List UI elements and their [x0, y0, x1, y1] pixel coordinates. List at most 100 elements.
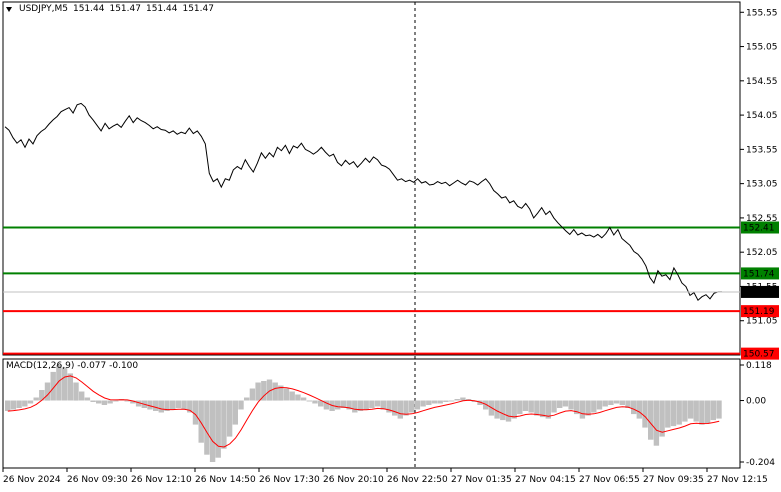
macd-histogram-bar — [289, 391, 295, 401]
macd-histogram-bar — [414, 400, 421, 410]
macd-histogram-bar — [175, 400, 182, 408]
macd-histogram-bar — [226, 400, 233, 437]
price-line — [4, 102, 722, 301]
macd-histogram-bar — [477, 400, 483, 405]
macd-histogram-bar — [369, 400, 375, 408]
macd-histogram-bar — [209, 400, 216, 462]
macd-histogram-bar — [181, 400, 187, 410]
macd-histogram-bar — [79, 391, 85, 401]
macd-histogram-bar — [409, 400, 415, 413]
time-axis-label: 26 Nov 22:50 — [387, 475, 448, 485]
macd-histogram-bar — [437, 400, 443, 404]
macd-histogram-bar — [244, 397, 250, 401]
macd-histogram-bar — [101, 400, 108, 405]
macd-histogram-bar — [682, 400, 688, 422]
macd-histogram-bar — [113, 400, 119, 402]
macd-histogram-bar — [585, 400, 591, 416]
time-axis-label: 26 Nov 14:50 — [195, 475, 256, 485]
macd-histogram-bar — [164, 400, 170, 411]
macd-histogram-bar — [215, 400, 221, 458]
macd-histogram-bar — [431, 400, 438, 404]
price-axis-label: 152.55 — [746, 214, 778, 224]
macd-histogram-bar — [460, 397, 466, 401]
macd-histogram-bar — [693, 400, 699, 422]
close-price: 151.47 — [182, 4, 214, 14]
macd-histogram-bar — [653, 400, 660, 446]
macd-histogram-bar — [306, 400, 312, 402]
time-axis-label: 27 Nov 04:15 — [515, 475, 576, 485]
macd-histogram-bar — [636, 400, 642, 419]
macd-histogram-bar — [687, 400, 694, 419]
macd-histogram-bar — [16, 400, 22, 408]
macd-histogram-bar — [562, 400, 569, 407]
macd-histogram-bar — [494, 400, 500, 419]
macd-histogram-bar — [96, 400, 102, 404]
macd-info-bar: MACD(12,26,9) -0.077 -0.100 — [6, 361, 138, 371]
high-price: 151.47 — [109, 4, 141, 14]
macd-histogram-bar — [619, 400, 625, 405]
macd-histogram-bar — [312, 400, 318, 404]
price-axis-label: 154.55 — [746, 77, 778, 87]
macd-histogram-bar — [56, 365, 62, 401]
macd-histogram-bar — [500, 400, 506, 421]
macd-histogram-bar — [73, 382, 79, 401]
price-axis-label: 155.05 — [746, 43, 778, 53]
macd-histogram-bar — [534, 400, 540, 416]
price-axis-label: 153.05 — [746, 180, 778, 190]
macd-histogram-bar — [539, 400, 546, 418]
level-tag-label: 151.74 — [743, 269, 775, 279]
macd-histogram-bar — [528, 400, 534, 413]
main-chart-frame — [2, 1, 741, 356]
macd-histogram-bar — [363, 400, 369, 410]
macd-histogram-bar — [545, 400, 551, 419]
macd-histogram-bar — [158, 400, 164, 413]
macd-histogram-bar — [90, 400, 96, 402]
macd-histogram-bar — [249, 388, 256, 401]
macd-histogram-bar — [340, 400, 347, 408]
macd-histogram-bar — [568, 400, 574, 410]
macd-histogram-bar — [261, 381, 267, 401]
macd-histogram-bar — [642, 400, 648, 428]
macd-histogram-bar — [300, 397, 307, 401]
level-tag-label: 152.41 — [743, 224, 775, 234]
macd-histogram-bar — [392, 400, 398, 416]
macd-histogram-bar — [153, 400, 159, 411]
macd-signal-line — [7, 375, 720, 448]
macd-axis-label: 0.00 — [746, 397, 766, 407]
macd-histogram-bar — [44, 382, 51, 401]
macd-name: MACD(12,26,9) — [6, 361, 75, 371]
macd-histogram-bar — [420, 400, 426, 407]
macd-histogram-bar — [602, 400, 608, 407]
level-tag — [741, 305, 779, 318]
macd-histogram-bar — [232, 400, 238, 425]
time-axis-label: 26 Nov 17:30 — [259, 475, 320, 485]
time-axis-label: 26 Nov 20:10 — [323, 475, 384, 485]
macd-histogram-bar — [5, 400, 11, 411]
macd-histogram-bar — [443, 400, 449, 402]
macd-histogram-bar — [505, 400, 512, 422]
price-axis-label: 153.55 — [746, 145, 778, 155]
level-tag — [741, 267, 779, 280]
caret-down-icon[interactable] — [6, 6, 12, 12]
macd-histogram-bar — [187, 400, 193, 413]
macd-histogram-bar — [221, 400, 227, 449]
macd-histogram-bar — [10, 400, 17, 410]
macd-histogram-bar — [613, 400, 620, 404]
macd-histogram-bar — [596, 400, 603, 410]
macd-main-value: -0.077 — [77, 361, 107, 371]
macd-histogram-bar — [380, 400, 386, 410]
macd-histogram-bar — [61, 367, 68, 401]
macd-histogram-bar — [448, 400, 455, 402]
macd-histogram-bar — [272, 382, 278, 401]
macd-histogram-bar — [648, 400, 654, 440]
current-price-label: 151.47 — [743, 288, 775, 298]
macd-histogram-bar — [579, 400, 586, 419]
macd-histogram-bar — [397, 400, 403, 419]
macd-histogram-bar — [124, 400, 130, 402]
macd-histogram-bar — [192, 400, 199, 425]
macd-histogram-bar — [198, 400, 204, 443]
level-tag — [741, 221, 779, 234]
macd-histogram-bar — [295, 394, 301, 401]
